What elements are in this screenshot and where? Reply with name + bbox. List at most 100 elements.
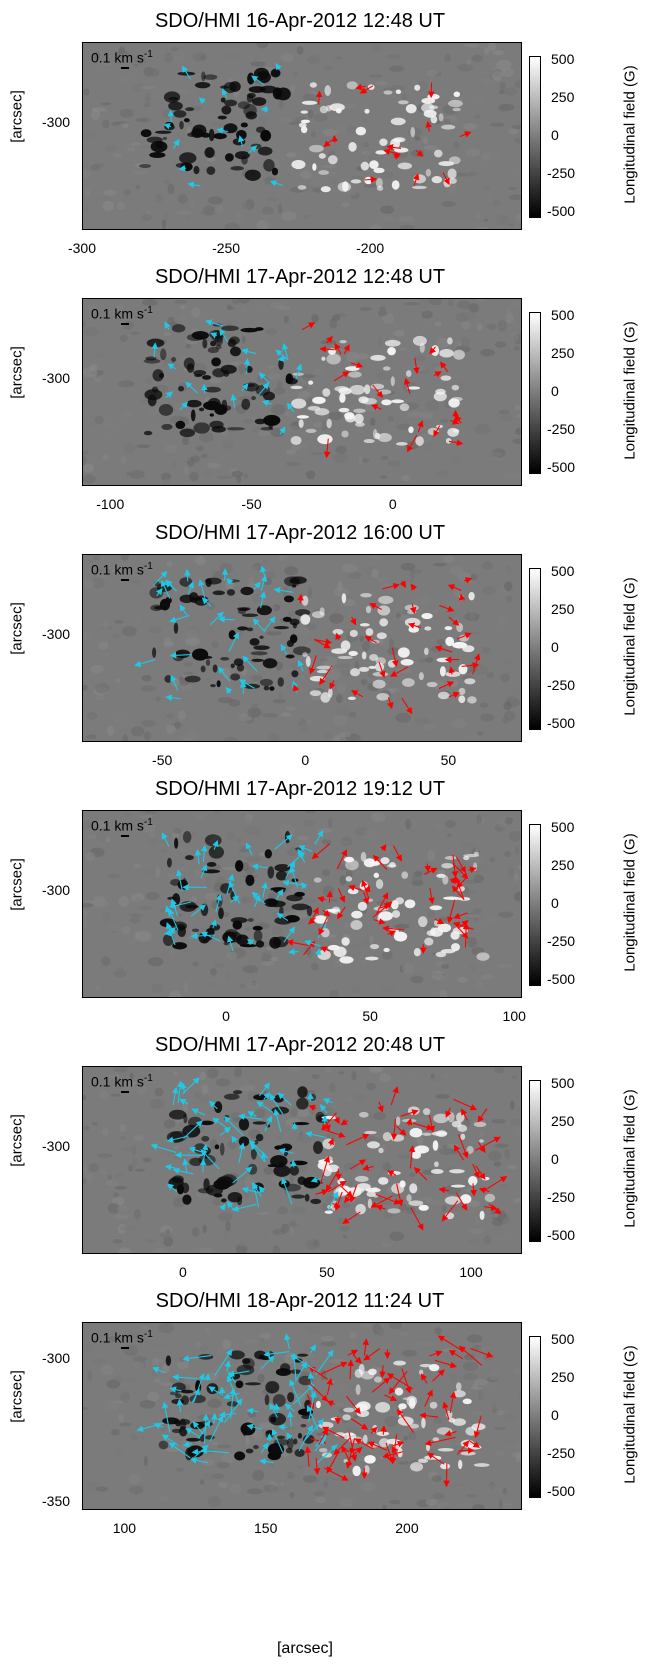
field-texture bbox=[464, 612, 480, 622]
field-texture bbox=[215, 1078, 231, 1087]
field-texture bbox=[250, 1439, 262, 1446]
field-texture bbox=[416, 690, 423, 701]
positive-flow-arrow bbox=[478, 1187, 490, 1194]
y-tick-label: -300 bbox=[42, 626, 71, 643]
positive-flow-arrow bbox=[428, 887, 435, 905]
negative-flow-arrow bbox=[258, 1185, 266, 1194]
colorbar-tick-label: 500 bbox=[551, 819, 575, 835]
negative-field-patch bbox=[251, 97, 267, 106]
field-texture bbox=[268, 52, 281, 58]
field-texture bbox=[432, 562, 447, 567]
positive-flow-arrow bbox=[470, 1183, 477, 1197]
positive-flow-arrow bbox=[362, 1338, 369, 1356]
negative-flow-arrow bbox=[279, 426, 286, 435]
positive-flow-arrow bbox=[327, 1180, 347, 1193]
negative-flow-arrow bbox=[221, 88, 228, 98]
field-texture bbox=[84, 621, 94, 629]
positive-flow-arrow bbox=[314, 638, 333, 645]
velocity-scale-label: 0.1 km s-1 bbox=[91, 49, 153, 66]
negative-flow-arrow bbox=[167, 109, 175, 123]
field-texture bbox=[453, 141, 460, 149]
positive-flow-arrow bbox=[348, 1431, 358, 1462]
negative-flow-arrow bbox=[260, 565, 267, 581]
field-texture bbox=[508, 830, 521, 842]
negative-field-patch bbox=[241, 155, 248, 165]
positive-field-patch bbox=[440, 1463, 451, 1470]
positive-field-patch bbox=[300, 614, 311, 625]
positive-flow-arrow bbox=[449, 876, 457, 884]
field-texture bbox=[369, 1067, 384, 1073]
negative-flow-arrow bbox=[200, 864, 208, 879]
negative-flow-arrow bbox=[251, 75, 265, 86]
field-texture bbox=[120, 334, 128, 343]
field-texture bbox=[271, 925, 282, 935]
field-texture bbox=[222, 440, 235, 449]
field-texture bbox=[272, 1245, 281, 1253]
field-texture bbox=[443, 555, 455, 563]
positive-field-patch bbox=[411, 185, 427, 190]
negative-field-patch bbox=[186, 363, 195, 373]
positive-field-patch bbox=[369, 943, 380, 950]
field-texture bbox=[486, 1484, 502, 1493]
negative-flow-arrow bbox=[258, 1082, 271, 1097]
positive-flow-arrow bbox=[323, 438, 331, 459]
field-texture bbox=[175, 866, 189, 872]
negative-field-patch bbox=[247, 72, 255, 85]
field-texture bbox=[305, 1238, 321, 1250]
negative-flow-arrow bbox=[289, 1379, 302, 1407]
field-texture bbox=[252, 1469, 265, 1481]
x-tick-label: -300 bbox=[67, 240, 97, 256]
field-texture bbox=[393, 305, 408, 311]
negative-field-patch bbox=[232, 920, 243, 930]
positive-flow-arrow bbox=[310, 907, 319, 922]
positive-flow-arrow bbox=[343, 344, 350, 355]
negative-field-patch bbox=[283, 595, 294, 603]
field-texture bbox=[208, 626, 214, 634]
field-texture bbox=[484, 47, 490, 55]
negative-flow-arrow bbox=[275, 888, 284, 900]
field-texture bbox=[428, 911, 435, 919]
negative-flow-arrow bbox=[269, 1402, 278, 1418]
negative-field-patch bbox=[173, 1419, 178, 1425]
negative-flow-arrow bbox=[258, 382, 270, 396]
positive-field-patch bbox=[344, 856, 355, 863]
negative-flow-arrow bbox=[314, 948, 322, 956]
field-texture bbox=[83, 1227, 99, 1235]
field-texture bbox=[94, 682, 110, 694]
negative-flow-arrow bbox=[261, 881, 268, 899]
positive-field-patch bbox=[384, 339, 401, 347]
positive-field-patch bbox=[397, 100, 409, 105]
positive-field-patch bbox=[367, 1198, 372, 1209]
field-texture bbox=[517, 865, 521, 870]
negative-field-patch bbox=[220, 97, 226, 103]
positive-field-patch bbox=[316, 669, 329, 674]
negative-field-patch bbox=[259, 635, 264, 639]
magnetogram-plot: 0.1 km s-1 bbox=[82, 810, 522, 998]
negative-flow-arrow bbox=[245, 842, 253, 856]
field-texture bbox=[296, 46, 304, 55]
positive-flow-arrow bbox=[335, 632, 342, 641]
negative-flow-arrow bbox=[152, 1366, 165, 1374]
positive-flow-arrow bbox=[384, 1394, 398, 1402]
field-texture bbox=[226, 831, 236, 842]
field-texture bbox=[444, 118, 451, 125]
negative-field-patch bbox=[304, 1193, 310, 1202]
negative-flow-arrow bbox=[216, 127, 229, 134]
field-texture bbox=[100, 102, 112, 106]
negative-flow-arrow bbox=[152, 570, 168, 586]
positive-field-patch bbox=[419, 342, 425, 353]
negative-flow-arrow bbox=[263, 1350, 290, 1358]
field-texture bbox=[261, 557, 274, 567]
field-texture bbox=[341, 1202, 351, 1209]
positive-flow-arrow bbox=[433, 371, 442, 378]
negative-flow-arrow bbox=[172, 1167, 194, 1175]
negative-flow-arrow bbox=[164, 929, 176, 937]
positive-field-patch bbox=[432, 1437, 440, 1442]
field-texture bbox=[247, 707, 262, 718]
field-texture bbox=[87, 304, 98, 312]
positive-field-patch bbox=[377, 432, 392, 443]
field-texture bbox=[386, 53, 401, 60]
field-texture bbox=[172, 828, 182, 834]
positive-field-patch bbox=[361, 397, 377, 405]
positive-field-patch bbox=[404, 899, 416, 909]
